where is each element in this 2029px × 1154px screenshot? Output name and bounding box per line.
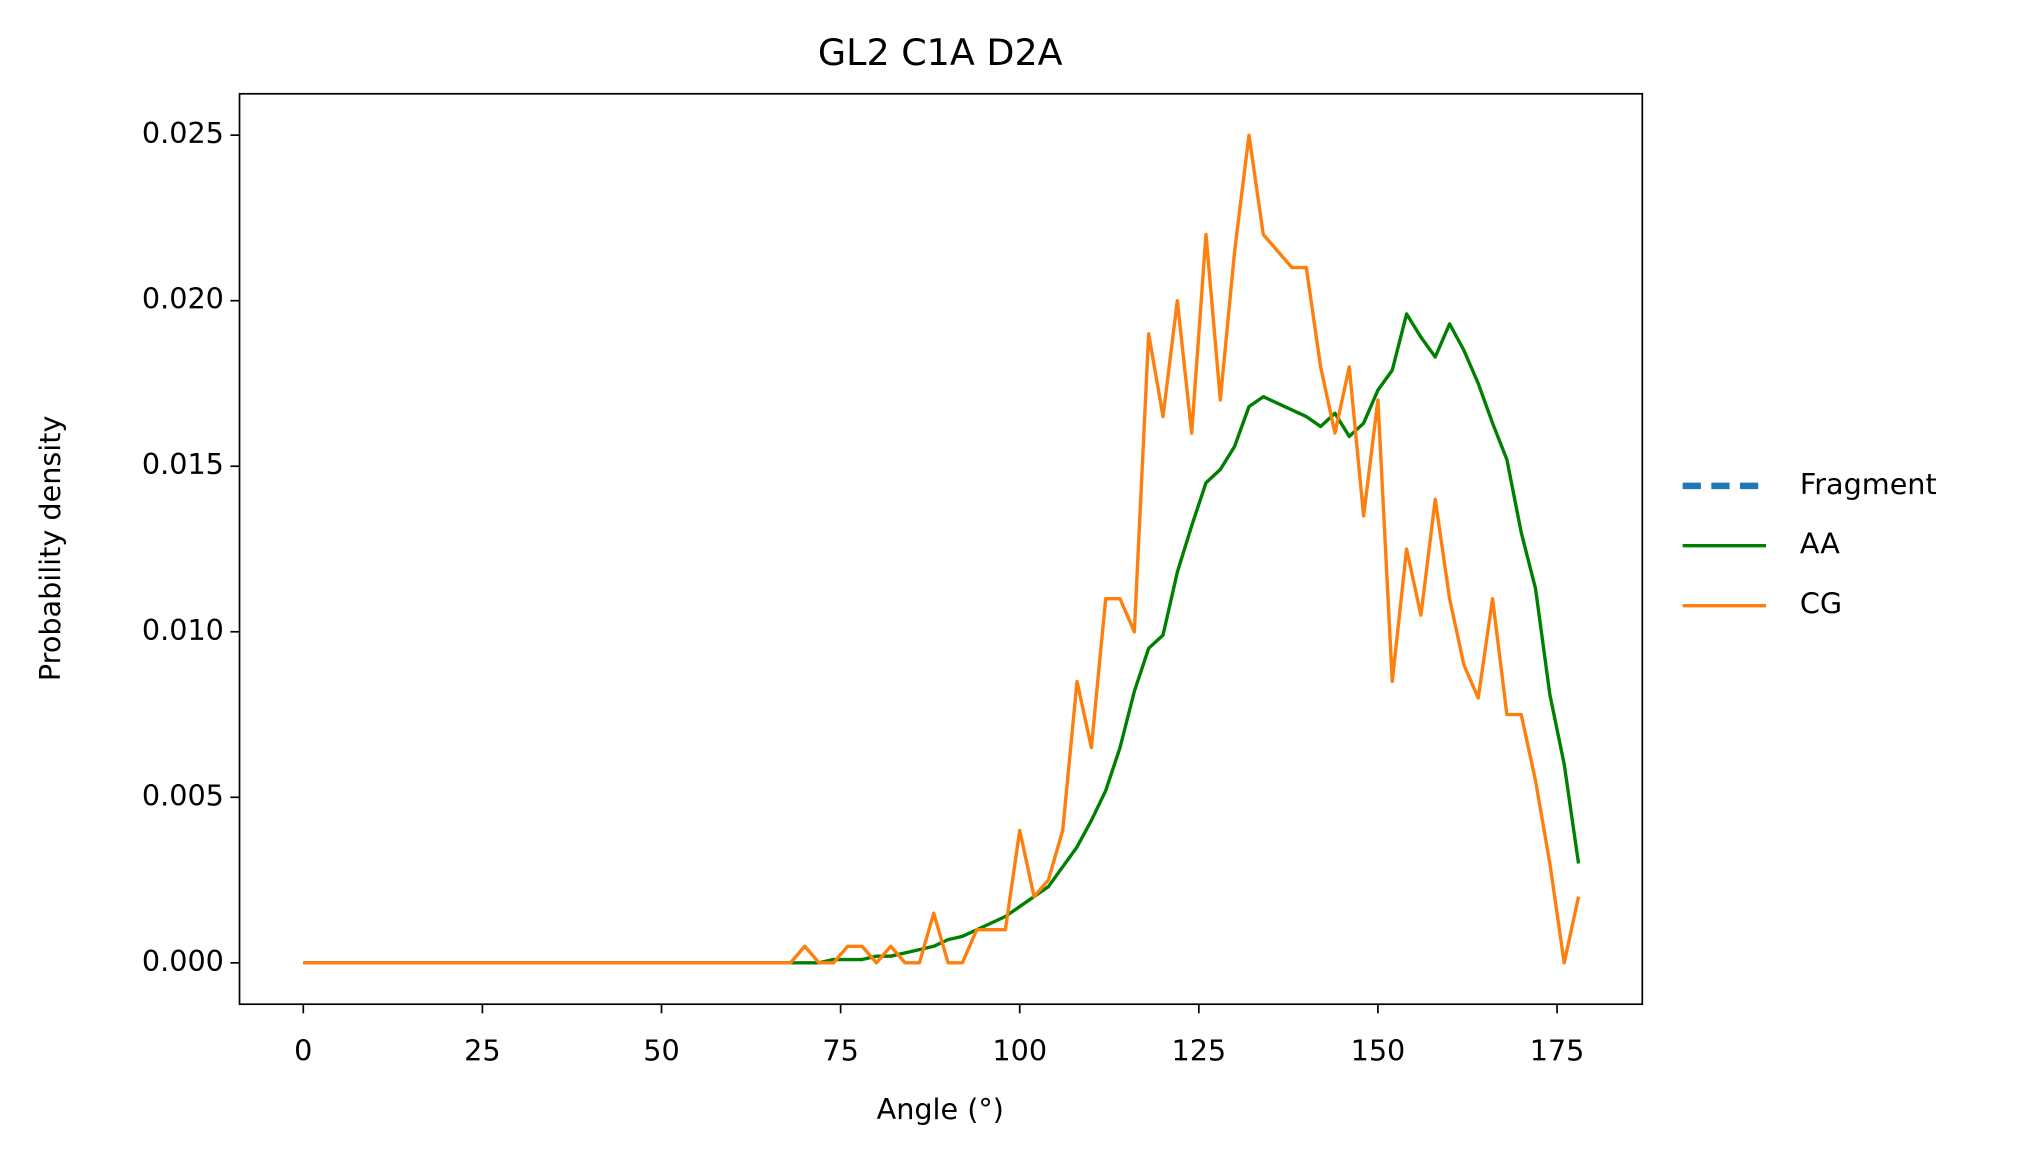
x-tick-label: 100 bbox=[992, 1033, 1047, 1067]
y-tick-label: 0.025 bbox=[142, 116, 224, 150]
x-tick-label: 25 bbox=[464, 1033, 500, 1067]
y-tick-label: 0.010 bbox=[142, 613, 224, 647]
y-axis-label: Probability density bbox=[33, 416, 67, 682]
x-tick-label: 75 bbox=[822, 1033, 858, 1067]
x-tick-label: 125 bbox=[1171, 1033, 1226, 1067]
plot-frame bbox=[238, 92, 1644, 1006]
y-tick-label: 0.005 bbox=[142, 778, 224, 812]
y-tick-label: 0.000 bbox=[142, 944, 224, 978]
x-tick-label: 0 bbox=[294, 1033, 312, 1067]
legend-label: Fragment bbox=[1800, 467, 1937, 501]
x-tick-label: 175 bbox=[1530, 1033, 1585, 1067]
x-tick-label: 50 bbox=[643, 1033, 679, 1067]
x-axis-label: Angle (°) bbox=[877, 1092, 1004, 1126]
y-tick-label: 0.020 bbox=[142, 282, 224, 316]
legend-label: CG bbox=[1800, 587, 1842, 621]
data-line bbox=[303, 312, 1581, 965]
x-tick-label: 150 bbox=[1351, 1033, 1406, 1067]
chart-title: GL2 C1A D2A bbox=[818, 31, 1063, 74]
data-line bbox=[303, 133, 1581, 965]
y-tick-label: 0.015 bbox=[142, 447, 224, 481]
legend-label: AA bbox=[1800, 527, 1840, 561]
